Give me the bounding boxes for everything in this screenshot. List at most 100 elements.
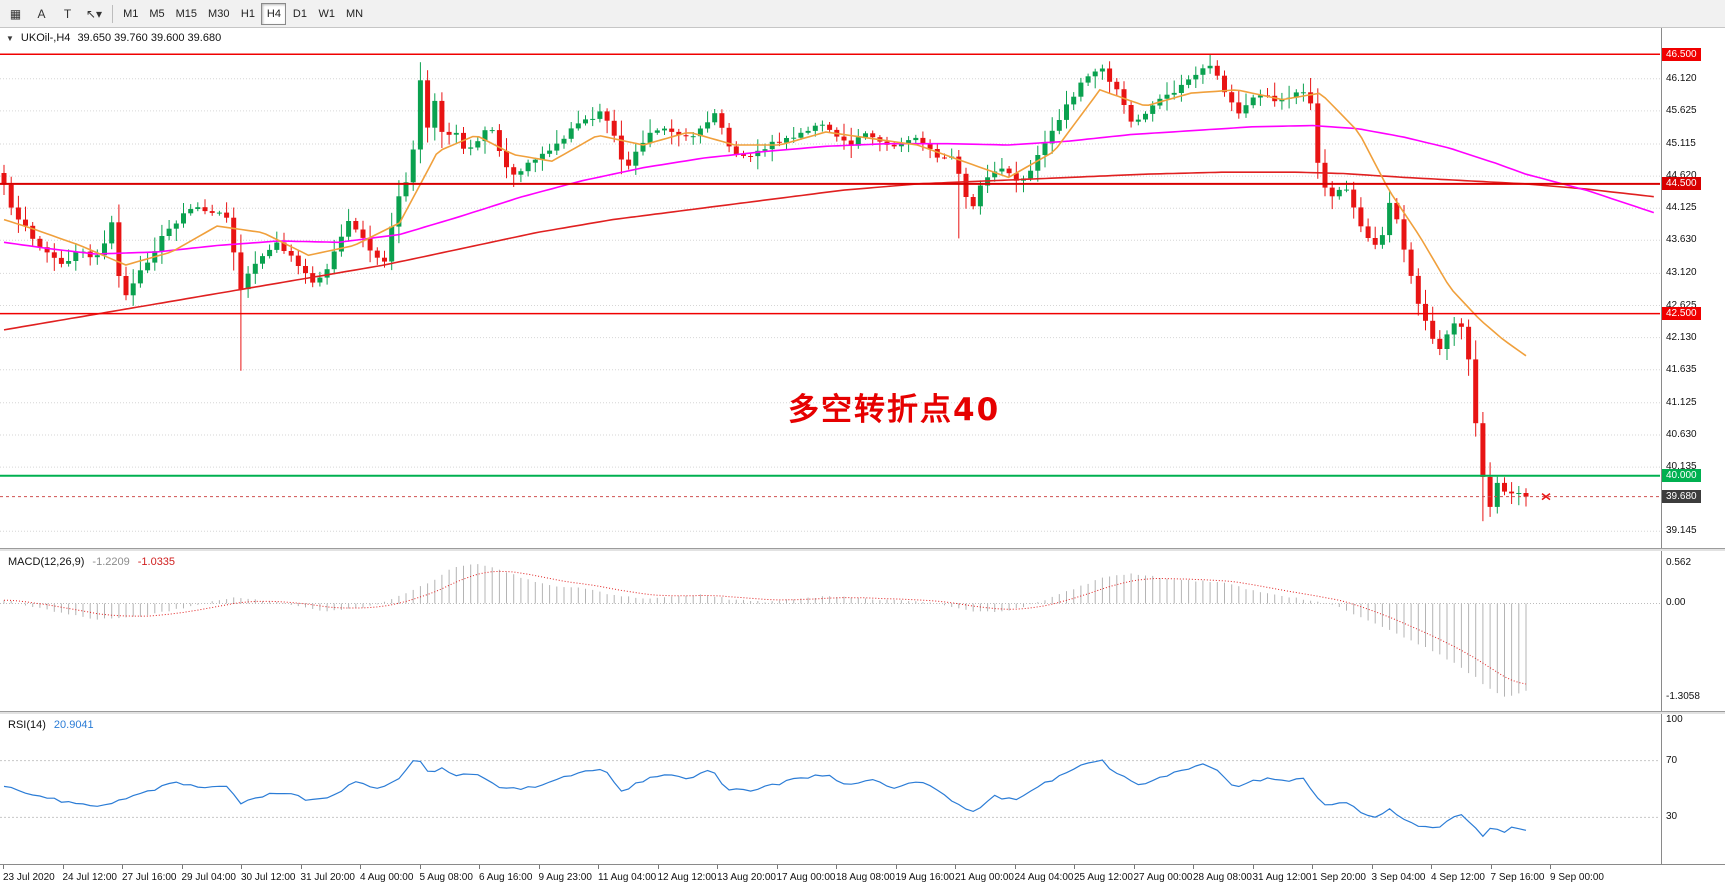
time-label: 29 Jul 04:00 xyxy=(181,872,237,883)
macd-tick: 0.562 xyxy=(1666,557,1692,569)
current-price-tag: 39.680 xyxy=(1662,490,1701,504)
macd-main-value: -1.2209 xyxy=(92,556,130,568)
time-tick xyxy=(122,865,123,869)
timeframe-h4-button[interactable]: H4 xyxy=(261,2,287,25)
time-tick xyxy=(3,865,4,869)
price-tick: 45.115 xyxy=(1666,138,1696,149)
time-label: 24 Jul 12:00 xyxy=(62,872,118,883)
price-tick: 40.135 xyxy=(1666,461,1697,473)
time-tick xyxy=(181,865,183,869)
price-tick: 41.635 xyxy=(1666,363,1697,375)
time-tick xyxy=(538,865,540,869)
time-label: 24 Aug 04:00 xyxy=(1014,872,1074,883)
time-tick xyxy=(1252,865,1254,869)
price-tick: 44.125 xyxy=(1666,202,1697,214)
time-tick xyxy=(1490,865,1492,869)
time-tick xyxy=(1074,865,1075,869)
price-level-tag: 46.500 xyxy=(1662,47,1701,61)
timeframe-mn-button[interactable]: MN xyxy=(345,7,364,20)
time-tick xyxy=(657,865,659,869)
time-label: 31 Jul 20:00 xyxy=(300,872,356,883)
time-tick xyxy=(1371,865,1373,869)
rsi-tick: 70 xyxy=(1666,754,1678,766)
time-tick xyxy=(776,865,778,869)
time-label: 31 Aug 12:00 xyxy=(1252,872,1312,883)
rsi-label: RSI(14) 20.9041 xyxy=(8,719,94,731)
price-tick: 45.625 xyxy=(1666,104,1697,116)
price-tick: 42.130 xyxy=(1666,331,1697,343)
time-tick xyxy=(836,865,837,869)
time-label: 1 Sep 20:00 xyxy=(1312,872,1366,883)
time-label: 4 Aug 00:00 xyxy=(360,872,414,883)
time-tick xyxy=(1014,865,1016,869)
panel-separator-rsi[interactable] xyxy=(0,711,1725,714)
price-axis[interactable]: 46.120 45.625 45.115 44.620 44.125 43.630 43.1… xyxy=(1661,28,1725,548)
macd-axis[interactable]: 0.562 0.00 -1.3058 xyxy=(1661,551,1725,711)
time-tick xyxy=(1133,865,1135,869)
rsi-axis[interactable]: 100 70 30 xyxy=(1661,714,1725,864)
rsi-tick: 30 xyxy=(1666,811,1678,823)
time-label: 19 Aug 16:00 xyxy=(895,872,955,883)
time-tick xyxy=(1312,865,1313,869)
symbol-header: ▼ UKOil-,H4 39.650 39.760 39.600 39.680 xyxy=(6,32,221,44)
time-tick xyxy=(598,865,599,869)
timeframe-m30-button[interactable]: M30 xyxy=(208,7,230,20)
price-tick: 43.630 xyxy=(1666,234,1697,246)
rsi-panel[interactable]: 100 70 30 RSI(14) 20.9041 xyxy=(0,714,1725,864)
price-tick: 44.620 xyxy=(1666,170,1697,182)
tool-buttons-group: ▦ A T ↖▾ xyxy=(3,3,107,25)
price-tick: 43.120 xyxy=(1666,267,1697,279)
timeframe-w1-button[interactable]: W1 xyxy=(318,7,335,20)
price-tick: 41.125 xyxy=(1666,396,1697,408)
time-label: 4 Sep 12:00 xyxy=(1431,872,1485,883)
time-tick xyxy=(62,865,64,869)
timeframe-m15-button[interactable]: M15 xyxy=(175,7,198,20)
time-label: 30 Jul 12:00 xyxy=(241,872,296,883)
time-axis[interactable]: 23 Jul 2020 24 Jul 12:00 27 Jul 16:00 29 Ju… xyxy=(0,864,1725,890)
time-label: 27 Jul 16:00 xyxy=(122,872,177,883)
time-label: 3 Sep 04:00 xyxy=(1371,872,1426,883)
symbol-ohlc: 39.650 39.760 39.600 39.680 xyxy=(77,32,222,44)
time-tick xyxy=(479,865,480,869)
chart-window-icon[interactable]: ▦ xyxy=(9,6,22,21)
time-tick xyxy=(241,865,242,869)
toolbar: ▦ A T ↖▾ M1 M5 M15 M30 H1 H4 D1 W1 MN xyxy=(0,0,1725,28)
rsi-tick: 100 xyxy=(1666,714,1683,725)
time-label: 27 Aug 00:00 xyxy=(1133,872,1193,883)
main-chart-canvas[interactable] xyxy=(0,28,1660,548)
time-label: 28 Aug 08:00 xyxy=(1193,872,1252,883)
macd-signal-value: -1.0335 xyxy=(137,556,176,568)
rsi-canvas[interactable] xyxy=(0,714,1660,864)
price-tick: 39.145 xyxy=(1666,525,1697,537)
macd-tick: -1.3058 xyxy=(1666,690,1700,702)
timeframe-h1-button[interactable]: H1 xyxy=(240,7,255,20)
time-tick xyxy=(300,865,302,869)
cursor-tool-button[interactable]: ↖▾ xyxy=(86,6,103,21)
time-label: 23 Jul 2020 xyxy=(3,872,55,883)
price-level-tag: 44.500 xyxy=(1662,177,1701,191)
time-label: 13 Aug 20:00 xyxy=(717,872,776,883)
time-label: 25 Aug 12:00 xyxy=(1074,872,1133,883)
panel-separator-macd[interactable] xyxy=(0,548,1725,551)
timeframe-m5-button[interactable]: M5 xyxy=(149,7,165,20)
macd-canvas[interactable] xyxy=(0,551,1660,711)
text-tool-button[interactable]: T xyxy=(63,6,72,21)
time-tick xyxy=(1193,865,1194,869)
price-tick: 40.630 xyxy=(1666,428,1697,440)
toolbar-separator xyxy=(112,4,114,23)
time-label: 5 Aug 08:00 xyxy=(419,872,473,883)
collapse-icon[interactable]: ▼ xyxy=(6,33,14,43)
main-chart-panel[interactable]: 46.120 45.625 45.115 44.620 44.125 43.630 43.1… xyxy=(0,28,1725,548)
rsi-title: RSI(14) xyxy=(8,719,46,731)
time-label: 18 Aug 08:00 xyxy=(836,872,895,883)
macd-panel[interactable]: 0.562 0.00 -1.3058 MACD(12,26,9) -1.2209 -… xyxy=(0,551,1725,711)
time-label: 9 Aug 23:00 xyxy=(538,872,592,883)
price-tick: 42.625 xyxy=(1666,299,1697,311)
time-tick xyxy=(1431,865,1432,869)
timeframe-m1-button[interactable]: M1 xyxy=(123,7,139,20)
price-tick: 46.120 xyxy=(1666,72,1697,84)
chart-annotation-text[interactable]: 多空转折点40 xyxy=(788,392,1001,428)
annotate-a-button[interactable]: A xyxy=(37,6,46,21)
time-tick xyxy=(895,865,897,869)
timeframe-d1-button[interactable]: D1 xyxy=(292,7,307,20)
